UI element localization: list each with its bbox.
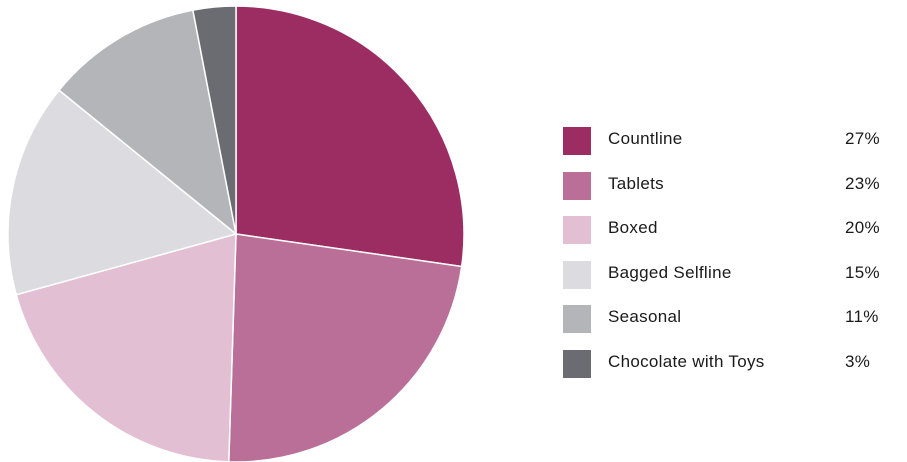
- legend: Countline 27% Tablets 23% Boxed 20% Bagg…: [563, 122, 903, 390]
- pie-slice-tablets: [228, 233, 463, 462]
- legend-swatch-boxed: [563, 216, 591, 245]
- legend-item-bagged-selfline: Bagged Selfline 15%: [563, 256, 903, 301]
- legend-swatch-chocolate-with-toys: [563, 349, 591, 378]
- legend-value-chocolate-with-toys: 3%: [845, 351, 871, 371]
- pie-slice-countline: [235, 5, 465, 268]
- legend-label-tablets: Tablets: [608, 173, 664, 193]
- pie-slice-boxed: [15, 233, 237, 462]
- legend-swatch-tablets: [563, 171, 591, 200]
- legend-value-tablets: 23%: [845, 173, 880, 193]
- legend-label-chocolate-with-toys: Chocolate with Toys: [608, 351, 765, 371]
- legend-item-boxed: Boxed 20%: [563, 211, 903, 256]
- pie-slice-bagged-selfline: [7, 89, 238, 296]
- legend-swatch-countline: [563, 127, 591, 155]
- pie-slice-seasonal: [57, 9, 238, 236]
- legend-label-countline: Countline: [608, 129, 683, 148]
- legend-item-chocolate-with-toys: Chocolate with Toys 3%: [563, 345, 903, 390]
- legend-value-countline: 27%: [845, 129, 880, 148]
- legend-value-bagged-selfline: 15%: [845, 262, 880, 282]
- legend-item-countline: Countline 27%: [563, 122, 903, 167]
- legend-swatch-seasonal: [563, 305, 591, 334]
- legend-value-boxed: 20%: [845, 218, 880, 238]
- legend-label-bagged-selfline: Bagged Selfline: [608, 262, 732, 282]
- legend-swatch-bagged-selfline: [563, 260, 591, 289]
- legend-label-seasonal: Seasonal: [608, 307, 682, 327]
- legend-value-seasonal: 11%: [845, 307, 879, 327]
- legend-label-boxed: Boxed: [608, 218, 658, 238]
- pie-slice-chocolate-with-toys: [191, 5, 237, 235]
- legend-item-tablets: Tablets 23%: [563, 167, 903, 212]
- pie-chart: [7, 5, 465, 462]
- legend-item-seasonal: Seasonal 11%: [563, 300, 903, 345]
